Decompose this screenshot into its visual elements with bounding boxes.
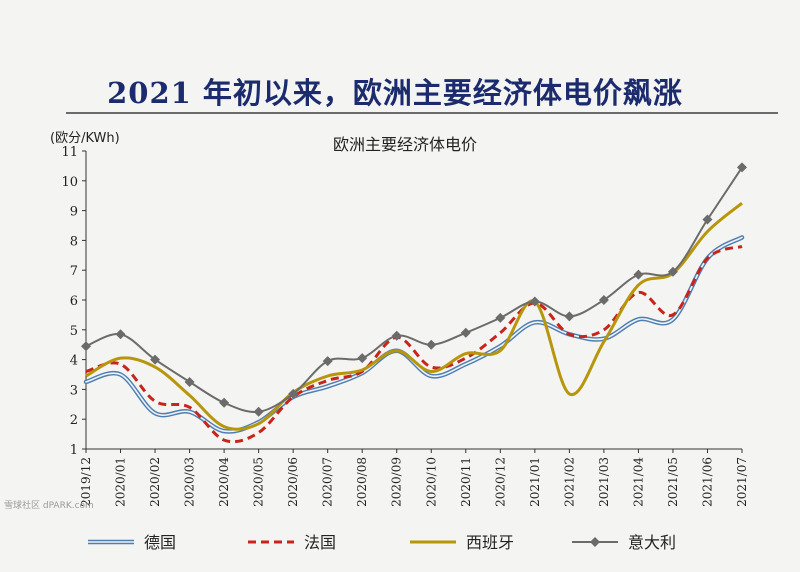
y-axis-label: (欧分/KWh) [50,131,120,146]
watermark: 雪球社区 dPARK.com [4,501,94,511]
data-point [667,266,678,277]
legend-item: 意大利 [572,533,676,552]
data-point [598,295,609,305]
legend-item: 德国 [88,533,176,552]
x-tick-label: 2020/12 [493,457,507,507]
y-tick-label: 1 [70,443,78,458]
series-2 [85,244,743,444]
x-tick-label: 2020/03 [183,457,197,507]
y-tick-label: 7 [70,264,78,279]
data-point [357,353,368,364]
x-tick-label: 2021/03 [597,457,611,507]
y-tick-label: 9 [70,205,78,220]
x-tick-label: 2021/02 [562,457,576,507]
legend-item: 法国 [248,533,336,552]
x-tick-label: 2020/08 [355,457,369,507]
page-headline: 2021 年初以来，欧洲主要经济体电价飙涨 [107,76,683,110]
series-4 [81,162,747,417]
y-tick-label: 11 [61,145,78,160]
chart-title: 欧洲主要经济体电价 [333,135,477,154]
axes: 1 2 3 4 5 6 7 8 9 10 11 2019/12 2020/01 2020/02 2020/0… [61,145,749,507]
legend-label: 意大利 [628,533,676,552]
data-point [184,376,195,387]
x-tick-label: 2021/01 [528,457,542,507]
x-tick-label: 2021/05 [666,457,680,507]
data-point [391,330,402,341]
y-tick-label: 4 [70,354,78,369]
legend-item: 西班牙 [410,533,514,552]
data-point [529,296,540,307]
data-point [253,406,264,417]
data-point [322,356,333,367]
data-point [81,341,91,352]
data-point [495,312,506,323]
data-point [219,397,230,408]
legend-marker [590,537,600,547]
legend-label: 德国 [144,533,176,552]
data-point [702,214,713,225]
series-line [83,235,745,434]
series-3 [85,202,743,431]
x-tick-label: 2020/02 [148,457,162,507]
series-line-inner [85,236,743,433]
series-line [85,166,743,414]
data-point [115,329,126,340]
x-tick-label: 2020/11 [459,457,473,507]
legend-label: 西班牙 [466,533,514,552]
x-tick-label: 2021/06 [700,457,714,507]
x-tick-label: 2021/04 [631,457,645,507]
headline-rule [66,112,778,114]
x-tick-label: 2020/05 [252,457,266,507]
data-point [633,269,644,280]
x-tick-label: 2021/07 [735,457,749,507]
series-layer [81,162,747,444]
data-point [150,354,161,365]
data-point [460,327,471,338]
data-point [564,311,575,322]
x-tick-label: 2020/01 [114,457,128,507]
series-1 [83,235,745,434]
x-tick-label: 2020/04 [217,457,231,507]
x-tick-label: 2020/09 [390,457,404,507]
x-tick-label: 2020/10 [424,457,438,507]
series-line [85,202,743,431]
x-tick-label: 2020/07 [321,457,335,507]
y-tick-label: 8 [70,234,78,249]
legend-label: 法国 [304,533,336,552]
x-tick-label: 2020/06 [286,457,300,507]
y-tick-label: 2 [70,413,78,428]
series-line [85,244,743,444]
data-point [426,339,437,350]
y-tick-label: 10 [61,175,78,190]
data-point [737,162,747,173]
y-tick-label: 6 [70,294,78,309]
y-tick-label: 5 [70,324,78,339]
legend: 德国 法国 西班牙 意大利 [88,533,676,552]
x-tick-label: 2019/12 [79,457,93,507]
data-point [288,388,299,399]
y-tick-label: 3 [70,383,78,398]
